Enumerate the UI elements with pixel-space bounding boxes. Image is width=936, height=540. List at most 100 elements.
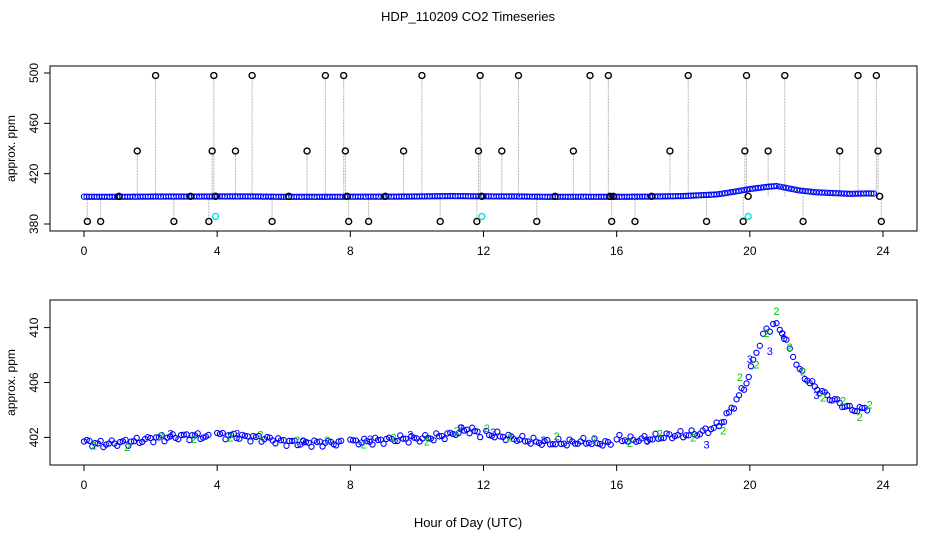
outlier-point: [339, 71, 348, 80]
digit-marker: 2: [787, 342, 793, 354]
digit-marker: 2: [627, 438, 633, 450]
blue-point: [725, 409, 733, 416]
y-tick-label: 380: [27, 214, 41, 234]
outlier-point: [607, 217, 616, 226]
green-speck: [848, 194, 851, 196]
x-tick-label: 0: [81, 478, 88, 492]
blue-point: [288, 437, 296, 445]
blue-point: [824, 391, 831, 399]
green-speck: [595, 196, 597, 199]
digit-marker: 3: [234, 428, 240, 440]
outlier-point: [684, 71, 692, 80]
y-tick-label: 402: [27, 427, 41, 447]
green-speck: [467, 196, 469, 199]
green-speck: [224, 196, 226, 199]
outlier-point: [781, 71, 789, 80]
x-tick-label: 8: [347, 244, 354, 258]
digit-marker: 2: [294, 435, 300, 447]
green-speck: [364, 196, 367, 199]
green-speck: [582, 196, 585, 199]
outlier-point: [514, 71, 523, 80]
blue-point: [513, 437, 520, 444]
blue-point: [750, 356, 757, 363]
x-tick-label: 4: [214, 244, 221, 258]
outlier-point: [151, 71, 160, 80]
outlier-point: [666, 147, 674, 155]
blue-point: [175, 436, 182, 443]
outlier-point: [569, 147, 578, 155]
blue-point: [380, 440, 387, 447]
blue-point: [247, 438, 254, 445]
blue-point: [83, 436, 90, 444]
digit-marker: 3: [540, 435, 546, 447]
y-tick-label: 406: [27, 372, 41, 392]
blue-point: [756, 342, 763, 349]
blue-point: [580, 434, 587, 442]
blue-point: [743, 380, 750, 387]
blue-point: [652, 430, 659, 437]
blue-point: [599, 442, 606, 449]
digit-marker: 2: [857, 412, 863, 424]
green-speck: [300, 197, 303, 199]
blue-point: [718, 419, 725, 426]
green-speck: [821, 192, 823, 195]
blue-point: [189, 432, 196, 439]
blue-point: [549, 441, 557, 448]
blue-point: [519, 432, 526, 440]
blue-point: [180, 431, 188, 438]
blue-point: [277, 437, 285, 444]
blue-point: [97, 437, 104, 445]
blue-point: [283, 442, 290, 449]
blue-point: [205, 431, 212, 439]
outlier-point: [321, 71, 330, 80]
blue-point: [460, 427, 468, 434]
outlier-point: [476, 71, 484, 80]
outlier-point: [418, 71, 426, 80]
blue-point: [227, 431, 235, 438]
blue-point: [86, 437, 93, 445]
digit-marker: 2: [867, 399, 873, 411]
digit-marker: 2: [690, 432, 696, 444]
outlier-point: [609, 192, 618, 201]
blue-point: [233, 435, 240, 442]
blue-point: [263, 433, 271, 441]
blue-point: [591, 435, 598, 442]
digit-marker: 2: [361, 439, 367, 451]
outlier-point: [741, 147, 749, 155]
digit-marker: 2: [227, 432, 233, 444]
blue-point: [766, 328, 773, 335]
digit-marker: 2: [554, 431, 560, 443]
blue-point: [349, 437, 357, 444]
digit-marker: 3: [490, 427, 496, 439]
blue-point: [294, 441, 301, 449]
blue-point: [646, 436, 654, 443]
x-axis-label: Hour of Day (UTC): [413, 515, 523, 530]
outlier-point: [604, 71, 613, 80]
outlier-point: [647, 192, 656, 201]
blue-point: [455, 430, 462, 437]
green-speck: [569, 196, 572, 199]
blue-point: [394, 437, 401, 445]
outlier-point: [248, 71, 256, 80]
outlier-point: [877, 217, 886, 226]
blue-point: [671, 432, 679, 440]
y-tick-label: 410: [27, 317, 41, 337]
digit-marker: 2: [840, 395, 846, 407]
cyan-point: [744, 212, 752, 221]
blue-point: [405, 439, 412, 446]
blue-point: [471, 427, 478, 435]
green-speck: [646, 196, 649, 199]
green-speck: [492, 196, 495, 199]
blue-point: [477, 433, 484, 441]
blue-point: [136, 439, 143, 447]
x-tick-label: 20: [743, 478, 757, 492]
green-speck: [531, 196, 533, 199]
blue-point: [125, 442, 132, 449]
blue-point: [760, 330, 767, 337]
blue-point: [128, 438, 135, 445]
green-speck: [339, 196, 341, 199]
outlier-point: [133, 147, 141, 155]
outlier-point: [231, 147, 240, 155]
